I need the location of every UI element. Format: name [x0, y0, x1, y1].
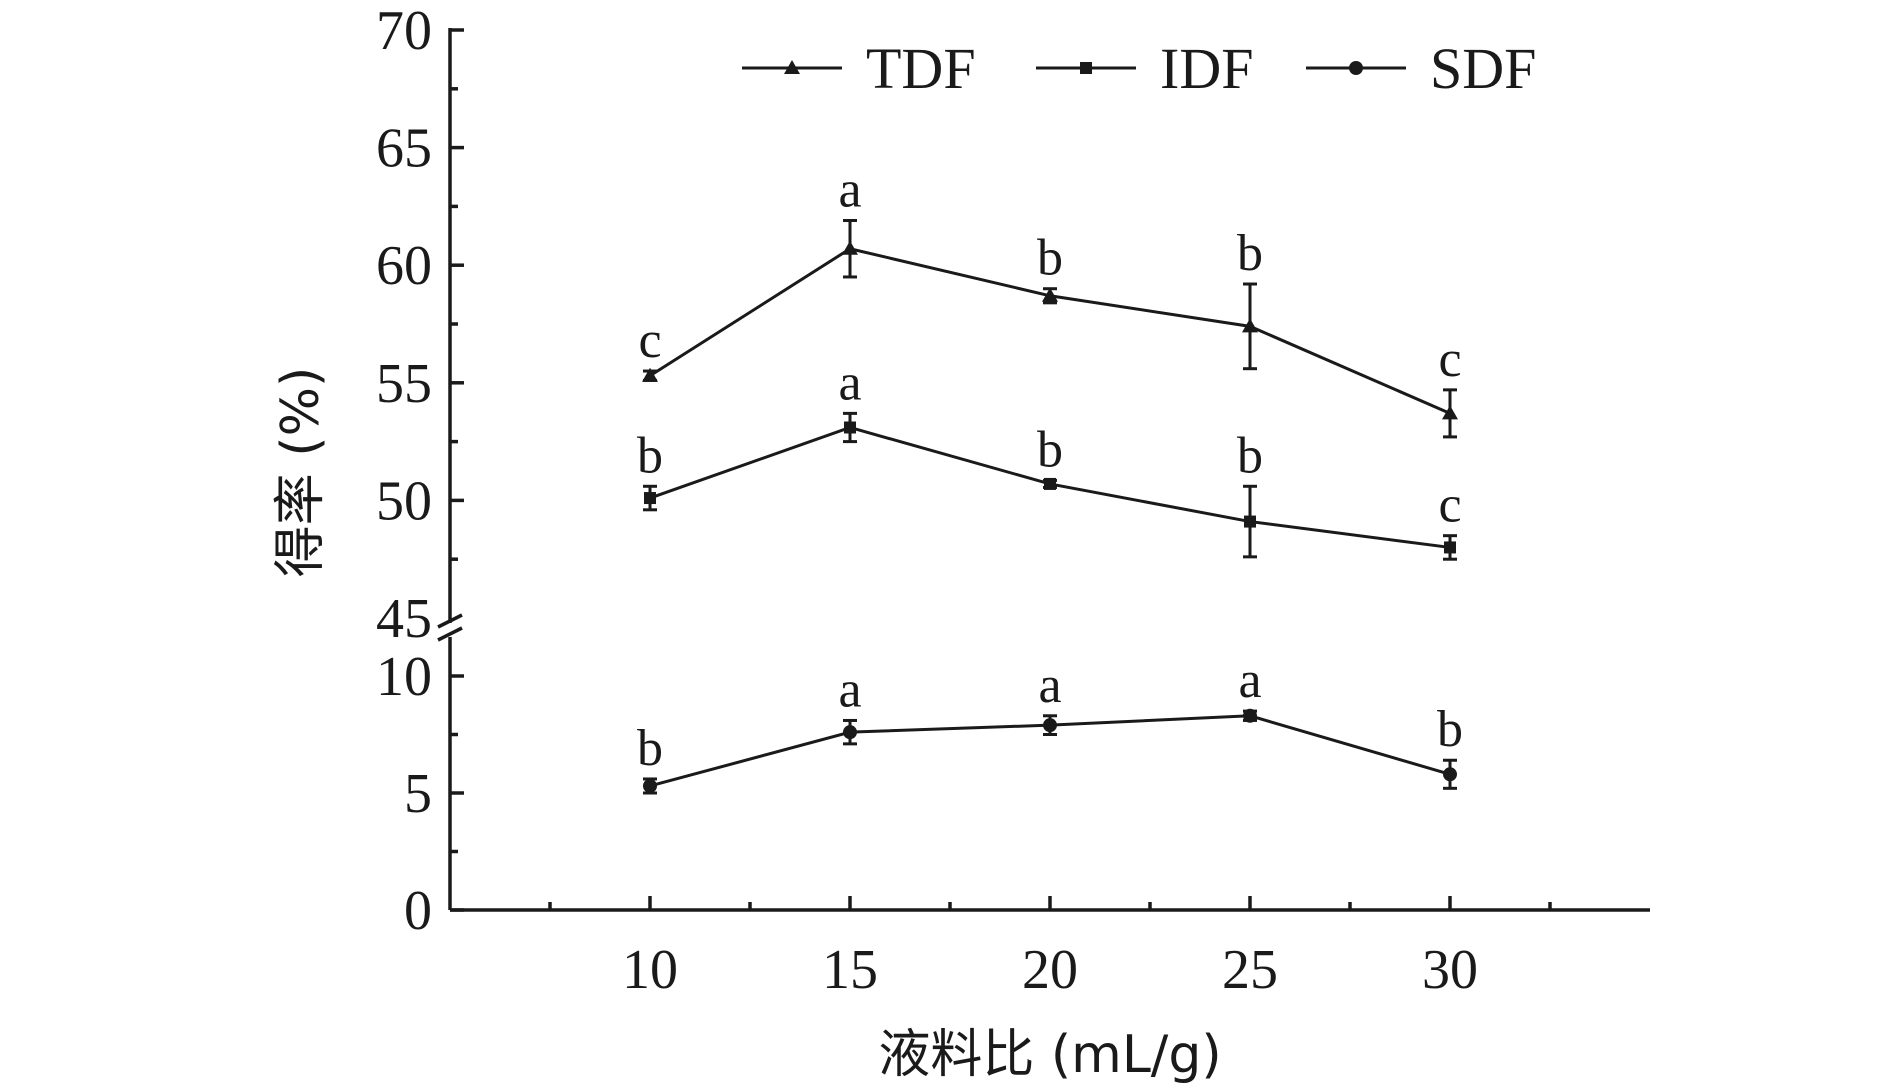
significance-label: b — [1437, 701, 1463, 758]
legend-label: SDF — [1430, 36, 1536, 101]
y-tick-label: 50 — [376, 470, 432, 532]
significance-label: b — [637, 427, 663, 484]
significance-label: a — [838, 162, 861, 219]
series-tdf: c a b b c — [638, 162, 1462, 439]
significance-label: a — [1038, 657, 1061, 714]
y-tick-label: 10 — [376, 646, 432, 708]
significance-label: b — [1237, 427, 1263, 484]
significance-label: c — [1438, 331, 1461, 388]
data-point-idf — [844, 421, 856, 434]
data-point-idf — [1444, 541, 1456, 554]
data-point-sdf — [1243, 708, 1257, 723]
legend-item-sdf: SDF — [1306, 36, 1536, 101]
data-point-tdf — [1442, 405, 1458, 420]
significance-label: b — [1237, 225, 1263, 282]
data-point-idf — [644, 492, 656, 505]
data-point-sdf — [643, 778, 657, 793]
y-tick-label: 65 — [376, 118, 432, 180]
significance-label: a — [838, 354, 861, 411]
legend-item-tdf: TDF — [742, 36, 976, 101]
legend-marker — [784, 60, 800, 74]
data-point-tdf — [842, 240, 858, 255]
x-tick-label: 20 — [1022, 939, 1078, 1001]
y-tick-label: 55 — [376, 353, 432, 415]
data-point-tdf — [1042, 287, 1058, 302]
legend-marker — [1080, 62, 1092, 74]
data-point-tdf — [642, 367, 658, 382]
axis-break-mark — [437, 613, 463, 629]
y-tick-label: 5 — [404, 763, 432, 825]
significance-label: b — [637, 720, 663, 777]
legend-label: TDF — [866, 36, 976, 101]
x-tick-label: 10 — [622, 939, 678, 1001]
legend: TDF IDF SDF — [742, 36, 1536, 101]
legend-item-idf: IDF — [1036, 36, 1253, 101]
data-point-sdf — [1043, 718, 1057, 733]
y-tick-label: 45 — [376, 588, 432, 650]
significance-label: a — [838, 661, 861, 718]
y-tick-label: 70 — [376, 0, 432, 62]
series-idf: b a b b c — [637, 354, 1462, 561]
significance-label: c — [638, 312, 661, 369]
data-point-idf — [1244, 515, 1256, 528]
x-tick-label: 25 — [1222, 939, 1278, 1001]
y-tick-label: 60 — [376, 235, 432, 297]
significance-label: c — [1438, 477, 1461, 534]
series-sdf: b a a a b — [637, 652, 1463, 795]
x-axis-title: 液料比 (mL/g) — [878, 1025, 1221, 1085]
x-tick-label: 15 — [822, 939, 878, 1001]
data-point-tdf — [1242, 318, 1258, 333]
data-point-idf — [1044, 477, 1056, 490]
significance-label: b — [1037, 230, 1063, 287]
y-axis-title: 得率 (%) — [271, 367, 331, 578]
y-tick-label: 0 — [404, 880, 432, 942]
legend-label: IDF — [1160, 36, 1253, 101]
significance-label: a — [1238, 652, 1261, 709]
series-layer: c a b b c b a b b c b a a a b — [637, 162, 1463, 795]
x-tick-label: 30 — [1422, 939, 1478, 1001]
legend-marker — [1349, 61, 1363, 75]
data-point-sdf — [1443, 767, 1457, 782]
significance-label: b — [1037, 421, 1063, 478]
axis-break-mark — [437, 626, 463, 642]
data-point-sdf — [843, 725, 857, 740]
